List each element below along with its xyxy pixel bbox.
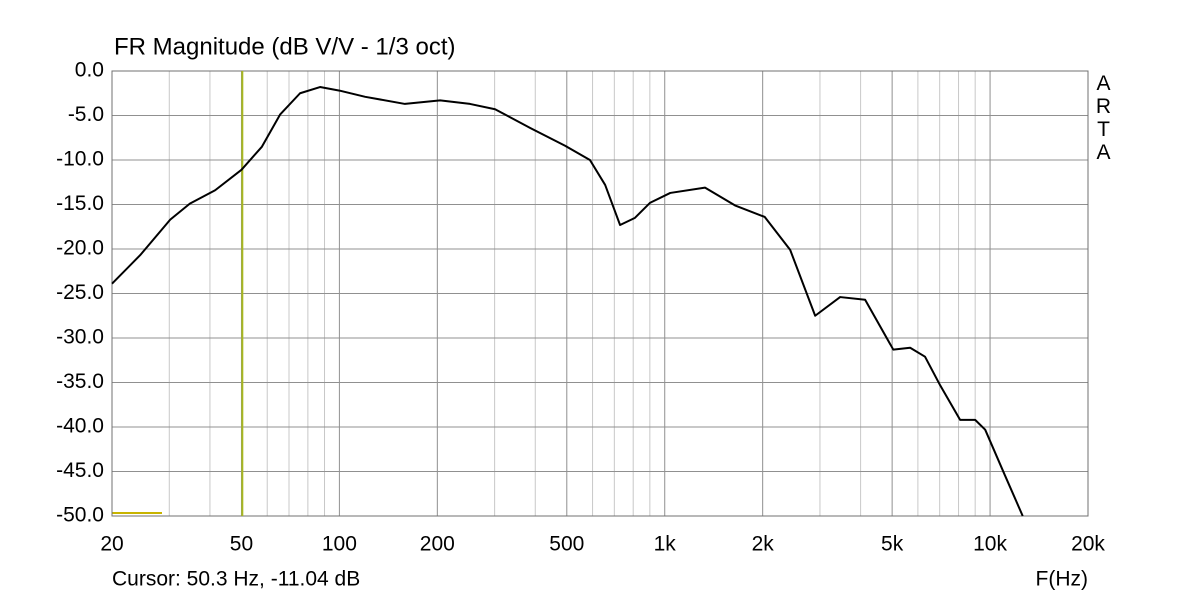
y-tick-label: 0.0 [75, 59, 104, 82]
watermark: ARTA [1092, 72, 1115, 164]
y-tick-label: -20.0 [56, 237, 104, 260]
y-tick-label: -35.0 [56, 370, 104, 393]
plot-frame [111, 70, 1089, 517]
x-tick-label: 10k [973, 533, 1007, 556]
y-tick-label: -40.0 [56, 415, 104, 438]
chart-title: FR Magnitude (dB V/V - 1/3 oct) [114, 33, 455, 60]
y-tick-label: -25.0 [56, 281, 104, 304]
x-tick-label: 1k [654, 533, 677, 556]
y-tick-label: -15.0 [56, 192, 104, 215]
x-tick-label: 5k [881, 533, 904, 556]
y-tick-label: -30.0 [56, 326, 104, 349]
x-tick-label: 20k [1071, 533, 1105, 556]
x-tick-label: 20 [100, 533, 123, 556]
x-axis-label: F(Hz) [1036, 568, 1088, 591]
x-tick-label: 100 [322, 533, 357, 556]
curve [111, 86, 1024, 517]
y-tick-label: -45.0 [56, 459, 104, 482]
cursor-readout: Cursor: 50.3 Hz, -11.04 dB [112, 568, 360, 591]
x-tick-label: 2k [752, 533, 775, 556]
x-tick-label: 500 [549, 533, 584, 556]
x-tick-label: 50 [230, 533, 253, 556]
y-tick-label: -10.0 [56, 148, 104, 171]
y-tick-label: -5.0 [68, 103, 104, 126]
y-tick-label: -50.0 [56, 504, 104, 527]
x-tick-label: 200 [420, 533, 455, 556]
